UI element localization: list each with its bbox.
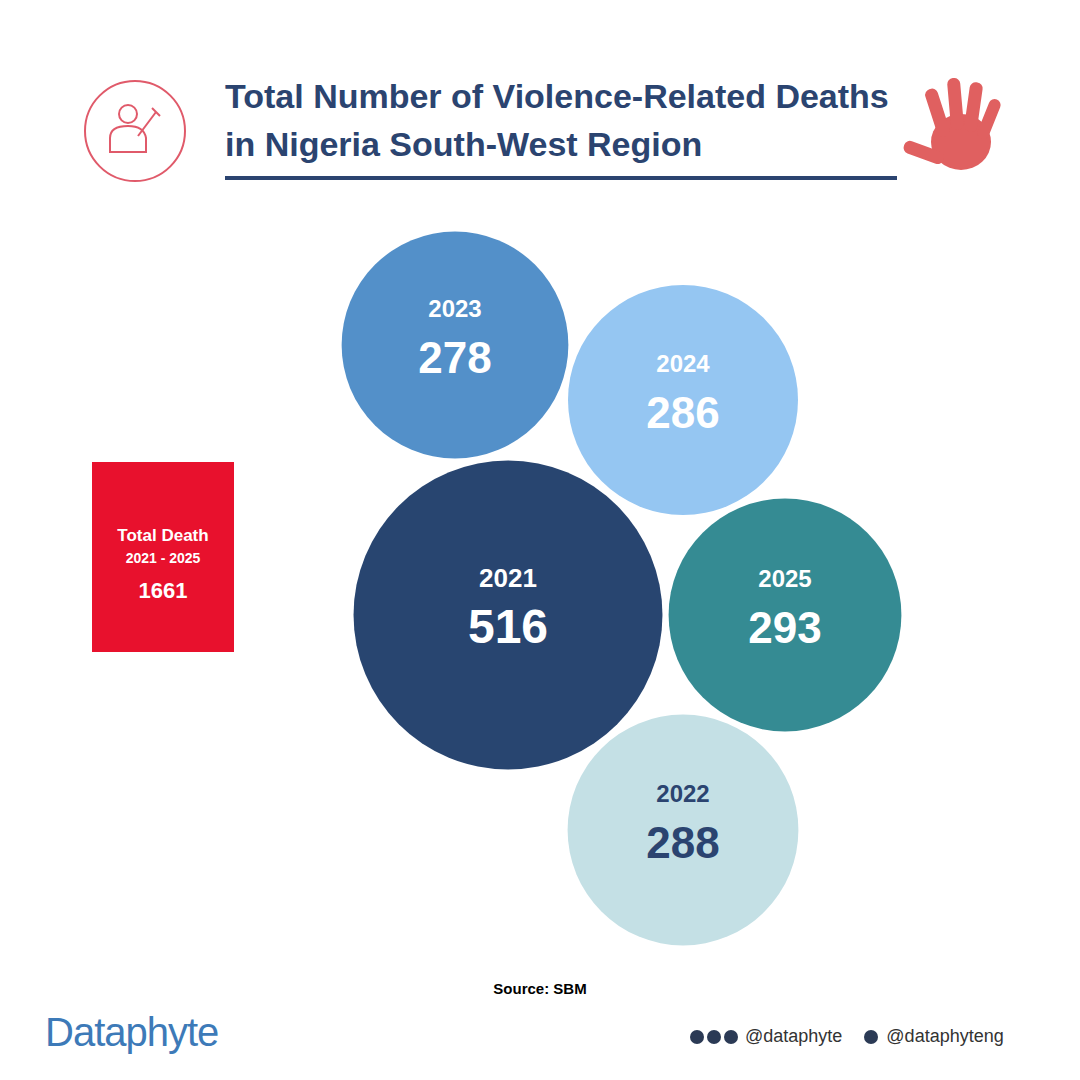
svg-text:2022: 2022	[656, 780, 709, 807]
svg-text:2023: 2023	[428, 295, 481, 322]
svg-text:293: 293	[748, 603, 821, 652]
svg-text:2021: 2021	[479, 563, 537, 593]
html-text:@dataphyteng: @dataphyteng	[886, 1026, 1004, 1046]
html-text:Total Death: Total Death	[117, 526, 209, 545]
html-text:Source: SBM: Source: SBM	[493, 980, 587, 997]
html-text:2021 - 2025: 2021 - 2025	[125, 550, 201, 566]
svg-text:288: 288	[646, 818, 719, 867]
svg-text:516: 516	[468, 600, 548, 653]
svg-text:286: 286	[646, 388, 719, 437]
svg-text:2025: 2025	[758, 565, 811, 592]
html-text:Total Number of Violence-Relat: Total Number of Violence-Related Deaths …	[225, 77, 889, 163]
svg-text:278: 278	[418, 333, 491, 382]
html-text:Dataphyte: Dataphyte	[45, 1010, 219, 1054]
html-text:1661: 1661	[138, 578, 188, 603]
html-text:@dataphyte: @dataphyte	[745, 1026, 843, 1046]
svg-text:2024: 2024	[656, 350, 710, 377]
